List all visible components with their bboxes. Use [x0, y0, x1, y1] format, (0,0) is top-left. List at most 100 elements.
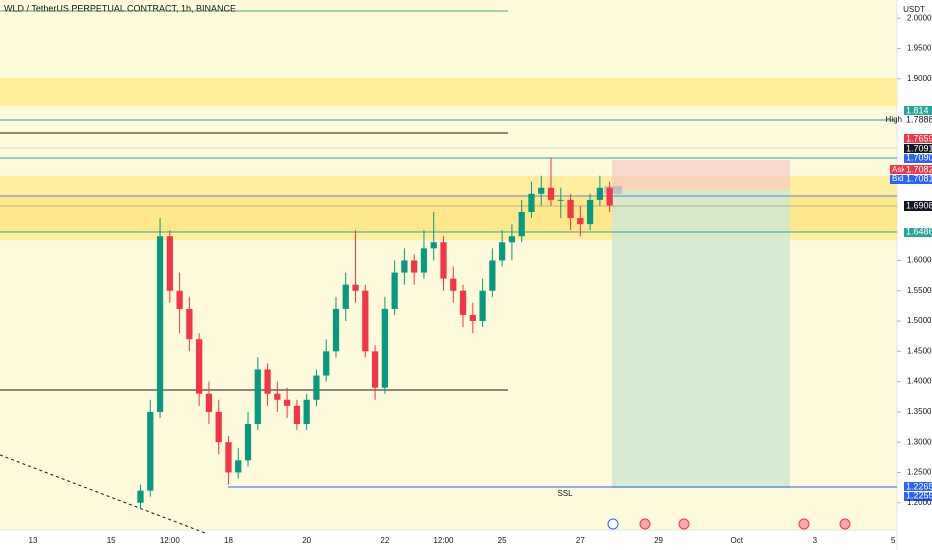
candle-body: [430, 242, 437, 249]
candle-body: [440, 242, 447, 279]
candle-body: [274, 393, 281, 400]
candle-body: [586, 199, 594, 225]
candle-body: [557, 199, 564, 201]
candle-body: [147, 411, 154, 491]
candle-body: [156, 236, 164, 412]
badge-label: 1.7081: [906, 173, 932, 183]
trend-line: [0, 454, 206, 534]
candle-body: [244, 424, 252, 461]
candle-body: [499, 242, 506, 261]
y-tick-label: 1.5500: [907, 286, 932, 295]
candle-body: [401, 260, 408, 273]
candle-body: [606, 187, 613, 206]
badge: [904, 201, 932, 211]
target-zone: [612, 190, 790, 488]
badge-label: 1.6486: [906, 226, 932, 236]
y-tick-label: 1.6000: [907, 256, 932, 265]
y-tick-label: 1.2000: [907, 498, 932, 507]
annotation: SSL: [557, 489, 573, 498]
badge-label: 1.7888: [906, 114, 932, 124]
candle-body: [254, 369, 261, 424]
candle-body: [596, 187, 604, 200]
candle-body: [283, 399, 291, 406]
badge: [890, 175, 904, 184]
candle-body: [205, 393, 213, 412]
candle-body: [577, 218, 584, 225]
chart-title: WLD / TetherUS PERPETUAL CONTRACT, 1h, B…: [4, 3, 236, 13]
candle-body: [489, 260, 496, 291]
badge: [890, 165, 904, 174]
x-tick-label: 3: [813, 536, 818, 545]
price-box: [604, 186, 622, 194]
badge-label: Bid: [892, 174, 904, 183]
badge: [904, 228, 932, 237]
candle-body: [196, 339, 203, 394]
badge: [904, 116, 932, 125]
price-axis: [897, 0, 932, 550]
badge: [904, 482, 932, 491]
candle-body: [381, 308, 388, 388]
x-tick-label: 15: [107, 536, 116, 545]
event-icon[interactable]: [639, 518, 651, 530]
x-tick-label: 22: [380, 536, 389, 545]
candle-body: [450, 278, 457, 291]
candle-body: [420, 248, 428, 273]
event-icon[interactable]: [607, 518, 619, 530]
x-tick-label: Oct: [730, 536, 743, 545]
candle-body: [235, 460, 242, 473]
candle-body: [332, 308, 340, 352]
event-icon[interactable]: [678, 518, 690, 530]
candle-body: [176, 290, 183, 309]
stop-zone: [612, 160, 790, 190]
badge-label: 1.7659: [906, 133, 932, 143]
x-tick-label: 13: [29, 536, 38, 545]
y-tick-label: 1.3000: [907, 437, 932, 446]
badge-label: 1.6908: [906, 200, 932, 210]
event-icon[interactable]: [798, 518, 810, 530]
badge-label: 1.7090: [906, 152, 932, 162]
candle-body: [479, 290, 486, 322]
candle-body: [293, 405, 301, 424]
badge-label: High: [886, 115, 902, 124]
x-tick-label: 25: [498, 536, 507, 545]
badge-label: 1.2265: [906, 481, 932, 491]
y-tick-label: 1.5000: [907, 316, 932, 325]
candle-body: [137, 490, 144, 503]
badge-label: 1.2255: [906, 490, 932, 500]
candle-body: [508, 236, 516, 243]
candle-body: [547, 187, 555, 200]
candle-body: [352, 284, 359, 291]
badge: [904, 165, 932, 174]
x-tick-label: 12:00: [433, 536, 454, 545]
candle-body: [362, 290, 369, 352]
badge: [904, 492, 932, 501]
y-tick-label: 1.4500: [907, 346, 932, 355]
time-axis: [0, 530, 897, 550]
badge-label: 1.7082: [906, 164, 932, 174]
event-icon[interactable]: [839, 518, 851, 530]
candle-body: [538, 187, 545, 194]
events: [607, 518, 851, 530]
badge-label: 1.814: [906, 105, 929, 115]
candle-body: [371, 351, 379, 388]
candle-body: [528, 193, 535, 212]
badge: [904, 154, 932, 163]
currency-label: USDT: [903, 5, 925, 14]
badge-label: Ask: [892, 165, 906, 174]
x-tick-label: 18: [224, 536, 233, 545]
candle-body: [411, 260, 418, 273]
candle-body: [166, 236, 173, 291]
candle-body: [391, 272, 398, 309]
price-badges: 1.814 High 1.7888 1.7659 1.7091 1.7090 A…: [886, 105, 932, 501]
candle-body: [567, 199, 574, 219]
candle-body: [323, 351, 330, 376]
candle-body: [518, 212, 525, 237]
candle-body: [225, 442, 232, 473]
candle-body: [303, 399, 310, 424]
badge-label: 1.7091: [906, 143, 932, 153]
candle-body: [186, 308, 193, 340]
x-tick-label: 5: [891, 536, 896, 545]
supply-zone: [0, 78, 897, 106]
badge: [904, 175, 932, 184]
